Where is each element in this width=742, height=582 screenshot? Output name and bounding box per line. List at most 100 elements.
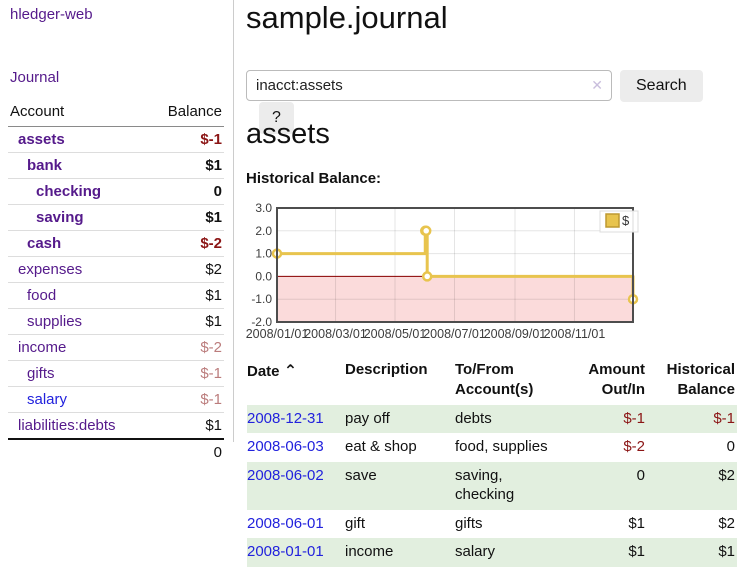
account-link[interactable]: cash [27,235,62,252]
register-accounts: saving, checking [455,467,515,503]
register-row: 2008-06-01 gift gifts $1 $2 [247,510,737,539]
search-form: ✕ Search? [246,70,742,134]
account-balance: $-1 [148,126,224,153]
register-description: income [345,543,394,561]
account-balance: $1 [148,204,224,231]
register-amount: $-1 [623,409,645,427]
register-accounts: gifts [455,514,483,532]
help-button[interactable]: ? [259,102,294,134]
sort-asc-icon: ⌃ [283,361,298,380]
account-link[interactable]: food [27,287,57,304]
account-link[interactable]: gifts [27,365,55,382]
col-header-balance: Historical Balance [666,361,735,399]
account-link[interactable]: bank [27,157,63,174]
account-balance: $1 [148,152,224,179]
account-link[interactable]: checking [36,183,102,200]
account-row: saving $1 [8,204,224,231]
x-tick-label: 2008/03/01 [304,327,367,341]
account-row: checking 0 [8,178,224,205]
legend-label: $ [622,213,630,228]
register-amount: 0 [636,467,645,484]
register-date-link[interactable]: 2008-01-01 [247,543,324,561]
register-description: gift [345,514,366,532]
account-balance: $1 [148,282,224,309]
register-balance: 0 [726,438,735,456]
register-description: pay off [345,409,390,427]
x-tick-label: 2008/09/01 [484,327,547,341]
register-description: eat & shop [345,438,417,456]
clear-search-icon[interactable]: ✕ [591,77,603,93]
sidebar-divider [233,0,234,442]
account-heading: assets [246,118,330,150]
account-balance: $-2 [148,334,224,361]
y-tick-label: 1.0 [255,247,272,261]
register-description: save [345,467,377,484]
register-amount: $1 [628,514,645,532]
account-balance: $-1 [148,360,224,387]
accounts-total-value: 0 [148,438,224,465]
account-link[interactable]: liabilities:debts [18,417,116,434]
y-tick-label: 0.0 [255,269,272,283]
register-date-link[interactable]: 2008-06-01 [247,514,324,532]
col-header-amount: Amount Out/In [588,361,645,399]
y-tick-label: -2.0 [251,315,272,329]
y-tick-label: -1.0 [251,292,272,306]
search-button[interactable]: Search [620,70,703,102]
register-row: 2008-06-02 save saving, checking 0 $2 [247,462,737,510]
x-tick-label: 2008/07/01 [423,327,486,341]
col-header-accounts: To/From Account(s) [455,361,534,399]
register-date-link[interactable]: 2008-06-03 [247,438,324,456]
account-balance: $2 [148,256,224,283]
sidebar-item-journal[interactable]: Journal [10,69,60,86]
register-balance: $2 [718,514,735,532]
account-row: food $1 [8,282,224,309]
account-balance: $1 [148,308,224,335]
account-row: assets $-1 [8,126,224,153]
account-row: supplies $1 [8,308,224,335]
account-link[interactable]: supplies [27,313,83,330]
register-balance: $1 [718,543,735,561]
account-row: liabilities:debts $1 [8,412,224,440]
x-tick-label: 2008/11/01 [544,327,606,341]
register-amount: $-2 [623,438,645,456]
col-header-date[interactable]: Date ⌃ [247,361,298,380]
account-row: salary $-1 [8,386,224,413]
register-header-row: Date ⌃ Description To/From Account(s) Am… [247,356,737,405]
account-balance: 0 [148,178,224,205]
brand-link[interactable]: hledger-web [10,6,93,23]
register-date-link[interactable]: 2008-12-31 [247,409,324,427]
account-link[interactable]: saving [36,209,84,226]
account-link[interactable]: income [18,339,67,356]
accounts-header-row: Account Balance [8,100,224,127]
account-balance: $-2 [148,230,224,257]
x-tick-label: 2008/01/01 [246,327,309,341]
account-link[interactable]: assets [18,131,65,148]
chart-negative-region [277,276,633,322]
register-date-link[interactable]: 2008-06-02 [247,467,324,484]
search-input[interactable] [246,70,612,101]
y-tick-label: 3.0 [255,201,272,215]
accounts-col-account: Account [8,100,149,127]
col-header-description: Description [345,361,428,378]
account-balance: $1 [148,412,224,440]
page-title: sample.journal [246,0,448,35]
data-point-marker[interactable] [420,225,432,237]
account-row: income $-2 [8,334,224,361]
register-row: 2008-06-03 eat & shop food, supplies $-2 0 [247,433,737,462]
account-balance: $-1 [148,386,224,413]
chart-label: Historical Balance: [246,170,382,187]
data-point-marker[interactable] [421,271,433,282]
accounts-total-row: 0 [8,438,224,465]
register-accounts: salary [455,543,496,561]
account-link[interactable]: expenses [18,261,83,278]
register-balance: $-1 [713,409,735,427]
accounts-col-balance: Balance [148,100,224,127]
account-link[interactable]: salary [27,391,68,408]
register-row: 2008-12-31 pay off debts $-1 $-1 [247,404,737,434]
legend-swatch [605,213,620,228]
historical-balance-chart[interactable]: 3.0 2.0 1.0 0.0 -1.0 -2.02008/01/012008/03/01… [240,200,740,348]
y-tick-label: 2.0 [255,224,272,238]
register-accounts: food, supplies [455,438,548,456]
register-amount: $1 [628,543,645,561]
